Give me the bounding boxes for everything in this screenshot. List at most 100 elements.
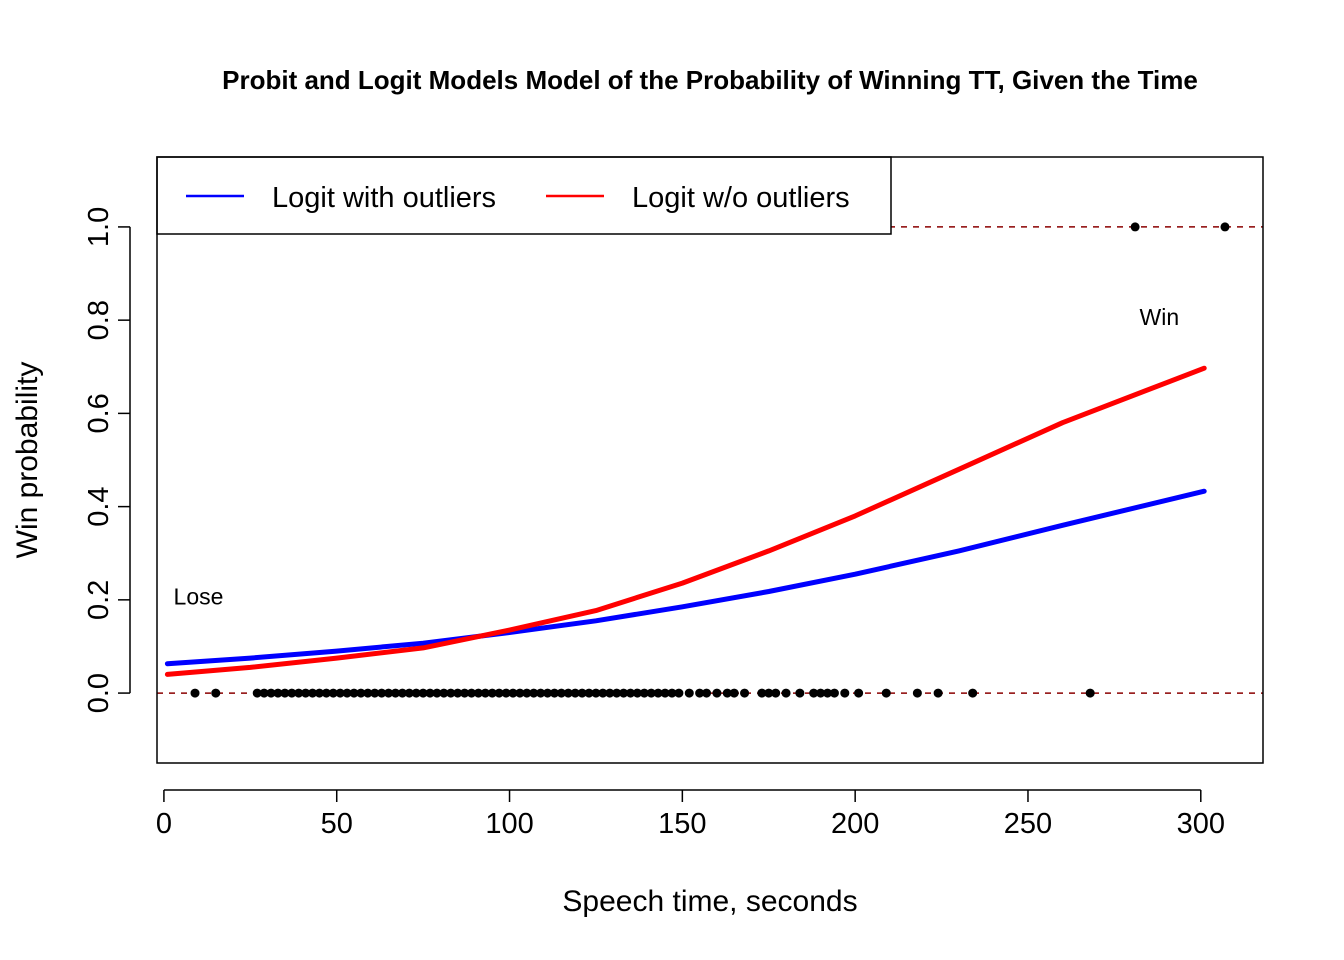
y-tick-label-0: 0.0 <box>83 673 115 713</box>
observation-point-32 <box>460 688 470 698</box>
legend-label-0: Logit with outliers <box>272 182 496 214</box>
observation-point-80 <box>840 688 850 698</box>
observation-point-73 <box>771 688 781 698</box>
observation-point-87 <box>1130 222 1140 232</box>
observation-point-2 <box>252 688 262 698</box>
observation-point-68 <box>722 688 732 698</box>
observation-point-88 <box>1220 222 1230 232</box>
observation-point-33 <box>467 688 477 698</box>
x-tick-label-2: 100 <box>485 808 533 840</box>
plot-layer: Lose Win <box>157 222 1263 698</box>
observation-point-17 <box>356 688 366 698</box>
observation-point-35 <box>480 688 490 698</box>
observation-point-15 <box>342 688 352 698</box>
observation-point-52 <box>598 688 608 698</box>
observation-point-53 <box>605 688 615 698</box>
x-tick-label-5: 250 <box>1004 808 1052 840</box>
observation-point-86 <box>1085 688 1095 698</box>
observation-point-83 <box>912 688 922 698</box>
observation-point-40 <box>515 688 525 698</box>
y-tick-label-4: 0.8 <box>83 300 115 340</box>
observation-point-18 <box>363 688 373 698</box>
observation-point-19 <box>370 688 380 698</box>
y-axis-label: Win probability <box>11 362 44 559</box>
observation-point-10 <box>308 688 318 698</box>
series-line-1 <box>164 365 1207 677</box>
observation-point-7 <box>287 688 297 698</box>
observation-point-9 <box>301 688 311 698</box>
observation-point-75 <box>795 688 805 698</box>
observation-point-11 <box>314 688 324 698</box>
observation-point-20 <box>377 688 387 698</box>
legend-label-1: Logit w/o outliers <box>632 182 850 214</box>
observation-point-82 <box>881 688 891 698</box>
observation-point-48 <box>570 688 580 698</box>
observation-point-63 <box>674 688 684 698</box>
x-tick-label-4: 200 <box>831 808 879 840</box>
observation-point-77 <box>816 688 826 698</box>
observation-point-6 <box>280 688 290 698</box>
legend-box <box>156 156 892 235</box>
observation-point-58 <box>639 688 649 698</box>
observation-point-51 <box>591 688 601 698</box>
observation-point-12 <box>321 688 331 698</box>
x-tick-label-0: 0 <box>156 808 172 840</box>
legend: Logit with outliers Logit w/o outliers <box>156 156 892 235</box>
observation-point-59 <box>646 688 656 698</box>
observation-point-69 <box>729 688 739 698</box>
observation-point-43 <box>536 688 546 698</box>
observation-point-45 <box>549 688 559 698</box>
observation-point-56 <box>626 688 636 698</box>
observation-point-57 <box>632 688 642 698</box>
observation-point-37 <box>494 688 504 698</box>
observation-point-4 <box>266 688 276 698</box>
observation-point-30 <box>446 688 456 698</box>
y-tick-label-2: 0.4 <box>83 486 115 526</box>
observation-point-22 <box>390 688 400 698</box>
observation-point-55 <box>619 688 629 698</box>
x-axis-label: Speech time, seconds <box>562 885 857 918</box>
observation-point-0 <box>190 688 200 698</box>
series-line-0 <box>164 488 1207 667</box>
y-tick-label-1: 0.2 <box>83 580 115 620</box>
observation-point-67 <box>712 688 722 698</box>
observation-point-62 <box>667 688 677 698</box>
observation-point-46 <box>556 688 566 698</box>
observation-point-36 <box>487 688 497 698</box>
observation-point-41 <box>522 688 532 698</box>
x-tick-label-6: 300 <box>1177 808 1225 840</box>
x-tick-label-1: 50 <box>321 808 353 840</box>
observation-point-74 <box>781 688 791 698</box>
observation-point-72 <box>764 688 774 698</box>
observation-point-1 <box>211 688 221 698</box>
observation-point-25 <box>411 688 421 698</box>
observation-point-84 <box>933 688 943 698</box>
axes: 0 50 100 150 200 250 300 0.0 0.2 0.4 0.6 0.8 1.0 <box>83 156 1264 840</box>
observation-point-8 <box>294 688 304 698</box>
observation-point-79 <box>829 688 839 698</box>
observation-point-47 <box>563 688 573 698</box>
observation-point-28 <box>432 688 442 698</box>
observation-point-70 <box>740 688 750 698</box>
observation-point-14 <box>335 688 345 698</box>
y-tick-label-3: 0.6 <box>83 393 115 433</box>
annotation-0: Lose <box>174 584 224 610</box>
observation-point-44 <box>543 688 553 698</box>
observation-point-27 <box>425 688 435 698</box>
observation-point-76 <box>809 688 819 698</box>
observation-point-71 <box>757 688 767 698</box>
observation-point-38 <box>501 688 511 698</box>
observation-point-64 <box>684 688 694 698</box>
chart-title: Probit and Logit Models Model of the Pro… <box>222 65 1198 95</box>
observation-point-85 <box>968 688 978 698</box>
observation-point-31 <box>453 688 463 698</box>
observation-point-16 <box>349 688 359 698</box>
observation-point-24 <box>404 688 414 698</box>
observation-point-34 <box>473 688 483 698</box>
observation-point-81 <box>854 688 864 698</box>
observation-point-78 <box>823 688 833 698</box>
observation-point-23 <box>397 688 407 698</box>
observation-point-42 <box>529 688 539 698</box>
observation-point-3 <box>259 688 269 698</box>
